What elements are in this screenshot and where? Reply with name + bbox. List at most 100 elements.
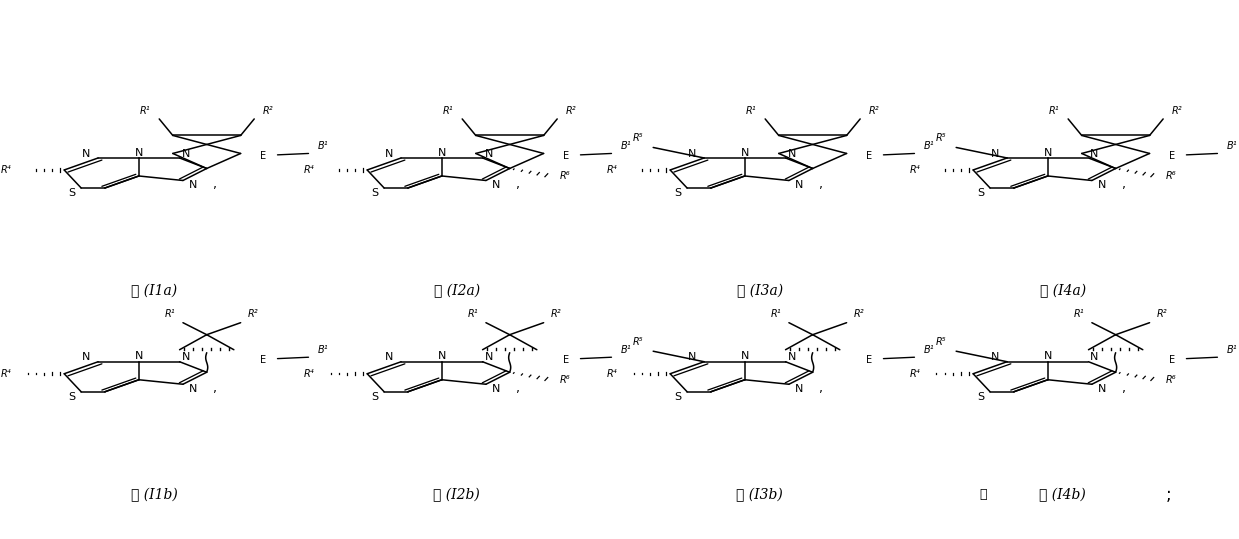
Text: 式 (I2a): 式 (I2a) [434, 284, 479, 298]
Text: 式 (I3b): 式 (I3b) [736, 488, 783, 502]
Text: B¹: B¹ [318, 141, 328, 151]
Text: R⁴: R⁴ [909, 369, 921, 379]
Text: R⁶: R⁶ [560, 171, 571, 181]
Text: N: N [181, 149, 190, 158]
Text: B¹: B¹ [1227, 141, 1238, 151]
Text: S: S [68, 188, 76, 198]
Text: N: N [181, 353, 190, 362]
Text: N: N [741, 148, 750, 157]
Text: B¹: B¹ [621, 141, 632, 151]
Text: N: N [437, 351, 446, 361]
Text: N: N [492, 384, 499, 393]
Text: E: E [866, 151, 872, 162]
Text: R⁶: R⁶ [1166, 171, 1177, 181]
Text: R²: R² [263, 106, 274, 116]
Text: 式 (I2b): 式 (I2b) [434, 488, 481, 502]
Text: E: E [1168, 151, 1175, 162]
Text: R⁴: R⁴ [1, 165, 11, 175]
Text: ,: , [517, 382, 520, 395]
Text: N: N [484, 353, 493, 362]
Text: N: N [484, 149, 493, 158]
Text: N: N [1090, 353, 1099, 362]
Text: ,: , [213, 178, 217, 191]
Text: N: N [794, 384, 803, 393]
Text: R²: R² [869, 106, 880, 116]
Text: N: N [1043, 148, 1052, 157]
Text: R⁴: R⁴ [1, 369, 11, 379]
Text: N: N [991, 353, 999, 362]
Text: R²: R² [854, 309, 865, 320]
Text: R²: R² [1157, 309, 1167, 320]
Text: N: N [1098, 384, 1105, 393]
Text: 式 (I1b): 式 (I1b) [130, 488, 177, 502]
Text: N: N [1090, 149, 1099, 158]
Text: R¹: R¹ [1049, 106, 1059, 116]
Text: R⁴: R⁴ [304, 369, 315, 379]
Text: E: E [563, 355, 569, 365]
Text: R¹: R¹ [746, 106, 757, 116]
Text: E: E [563, 151, 569, 162]
Text: B¹: B¹ [1227, 344, 1238, 355]
Text: R¹: R¹ [444, 106, 453, 116]
Text: ,: , [517, 178, 520, 191]
Text: E: E [1168, 355, 1175, 365]
Text: R²: R² [551, 309, 561, 320]
Text: S: S [976, 188, 984, 198]
Text: R⁴: R⁴ [607, 369, 617, 379]
Text: R²: R² [248, 309, 259, 320]
Text: S: S [674, 392, 681, 402]
Text: R⁶: R⁶ [1166, 375, 1177, 385]
Text: B¹: B¹ [621, 344, 632, 355]
Text: 或: 或 [979, 488, 986, 501]
Text: R¹: R¹ [468, 309, 478, 320]
Text: R⁴: R⁴ [909, 165, 921, 175]
Text: R¹: R¹ [140, 106, 151, 116]
Text: N: N [1098, 180, 1105, 190]
Text: B¹: B¹ [318, 344, 328, 355]
Text: N: N [82, 353, 90, 362]
Text: N: N [688, 353, 696, 362]
Text: N: N [1043, 351, 1052, 361]
Text: N: N [437, 148, 446, 157]
Text: E: E [260, 151, 266, 162]
Text: N: N [188, 180, 197, 190]
Text: 式 (I4a): 式 (I4a) [1040, 284, 1085, 298]
Text: R⁴: R⁴ [607, 165, 617, 175]
Text: N: N [135, 148, 142, 157]
Text: 式 (I1a): 式 (I1a) [131, 284, 177, 298]
Text: N: N [188, 384, 197, 393]
Text: R¹: R¹ [771, 309, 782, 320]
Text: N: N [794, 180, 803, 190]
Text: 式 (I3a): 式 (I3a) [737, 284, 783, 298]
Text: N: N [788, 353, 795, 362]
Text: ;: ; [1166, 486, 1172, 504]
Text: R⁵: R⁵ [935, 337, 947, 347]
Text: R²: R² [566, 106, 576, 116]
Text: ,: , [819, 382, 823, 395]
Text: S: S [370, 392, 378, 402]
Text: N: N [385, 149, 393, 158]
Text: N: N [788, 149, 795, 158]
Text: ,: , [1123, 382, 1126, 395]
Text: R⁵: R⁵ [633, 133, 643, 143]
Text: R¹: R¹ [165, 309, 176, 320]
Text: ,: , [213, 382, 217, 395]
Text: N: N [991, 149, 999, 158]
Text: S: S [68, 392, 76, 402]
Text: ,: , [1123, 178, 1126, 191]
Text: N: N [688, 149, 696, 158]
Text: N: N [492, 180, 499, 190]
Text: S: S [674, 188, 681, 198]
Text: B¹: B¹ [924, 344, 934, 355]
Text: E: E [866, 355, 872, 365]
Text: S: S [370, 188, 378, 198]
Text: R¹: R¹ [1074, 309, 1084, 320]
Text: ,: , [819, 178, 823, 191]
Text: N: N [82, 149, 90, 158]
Text: R⁵: R⁵ [935, 133, 947, 143]
Text: R⁴: R⁴ [304, 165, 315, 175]
Text: R²: R² [1172, 106, 1182, 116]
Text: S: S [976, 392, 984, 402]
Text: R⁵: R⁵ [633, 337, 643, 347]
Text: R⁶: R⁶ [560, 375, 571, 385]
